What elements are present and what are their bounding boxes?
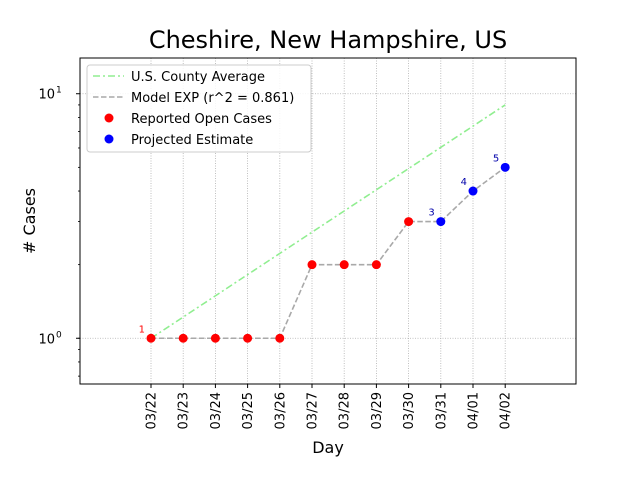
- reported-case-marker: [178, 333, 188, 343]
- point-annotation: 1: [139, 324, 145, 335]
- legend-label: U.S. County Average: [131, 70, 265, 85]
- point-annotation: 3: [428, 208, 434, 219]
- x-tick-label: 04/01: [467, 392, 482, 429]
- legend-label: Projected Estimate: [131, 133, 253, 148]
- reported-case-marker: [307, 260, 317, 270]
- chart-title: Cheshire, New Hampshire, US: [149, 26, 507, 54]
- legend-label: Model EXP (r^2 = 0.861): [131, 91, 294, 106]
- x-tick-label: 03/30: [402, 392, 417, 429]
- reported-case-marker: [146, 333, 156, 343]
- x-tick-label: 03/27: [306, 392, 321, 429]
- x-tick-label: 03/24: [209, 392, 224, 429]
- projected-estimate-marker: [468, 186, 478, 196]
- reported-case-marker: [339, 260, 349, 270]
- reported-case-marker: [371, 260, 381, 270]
- x-tick-label: 03/25: [241, 392, 256, 429]
- point-annotations: 1 3 4 5: [139, 153, 500, 335]
- point-annotation: 5: [493, 153, 499, 164]
- projected-estimate-marker: [436, 217, 446, 227]
- series-lines: [150, 104, 506, 340]
- reported-case-marker: [210, 333, 220, 343]
- x-tick-label: 03/29: [370, 392, 385, 429]
- plot-area-frame: [79, 57, 577, 385]
- x-tick-label: 03/28: [338, 392, 353, 429]
- y-tick-label-base: 10: [38, 88, 55, 103]
- reported-case-marker: [404, 217, 414, 227]
- x-axis-label: Day: [312, 438, 344, 457]
- legend-box: [86, 64, 312, 153]
- y-tick-label-exponent: 1: [56, 86, 62, 96]
- x-tick-label: 03/22: [145, 392, 160, 429]
- x-tick-label: 03/26: [273, 392, 288, 429]
- projected-estimate-marker: [500, 162, 510, 172]
- model-exp-line: [151, 166, 506, 340]
- legend-marker: [104, 134, 114, 144]
- legend-label: Reported Open Cases: [131, 112, 272, 127]
- point-annotation: 4: [461, 177, 467, 188]
- x-tick-label: 04/02: [499, 392, 514, 429]
- legend: U.S. County Average Model EXP (r^2 = 0.86…: [86, 64, 312, 153]
- x-axis-ticks: 03/22 03/23 03/24 03/25 03/26 03/27 03/28 03/29…: [145, 384, 514, 429]
- y-axis-label: # Cases: [20, 188, 39, 254]
- data-points: [146, 162, 510, 343]
- reported-case-marker: [243, 333, 253, 343]
- x-tick-label: 03/31: [434, 392, 449, 429]
- y-tick-label-exponent: 0: [56, 330, 62, 340]
- x-tick-label: 03/23: [177, 392, 192, 429]
- legend-marker: [104, 113, 114, 123]
- county-average-line: [150, 104, 506, 339]
- y-tick-label-base: 10: [38, 332, 55, 347]
- reported-case-marker: [275, 333, 285, 343]
